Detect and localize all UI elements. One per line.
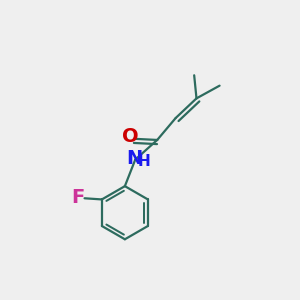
Text: F: F xyxy=(71,188,84,207)
Text: O: O xyxy=(122,127,138,146)
Text: N: N xyxy=(126,149,142,168)
Text: H: H xyxy=(138,154,150,169)
